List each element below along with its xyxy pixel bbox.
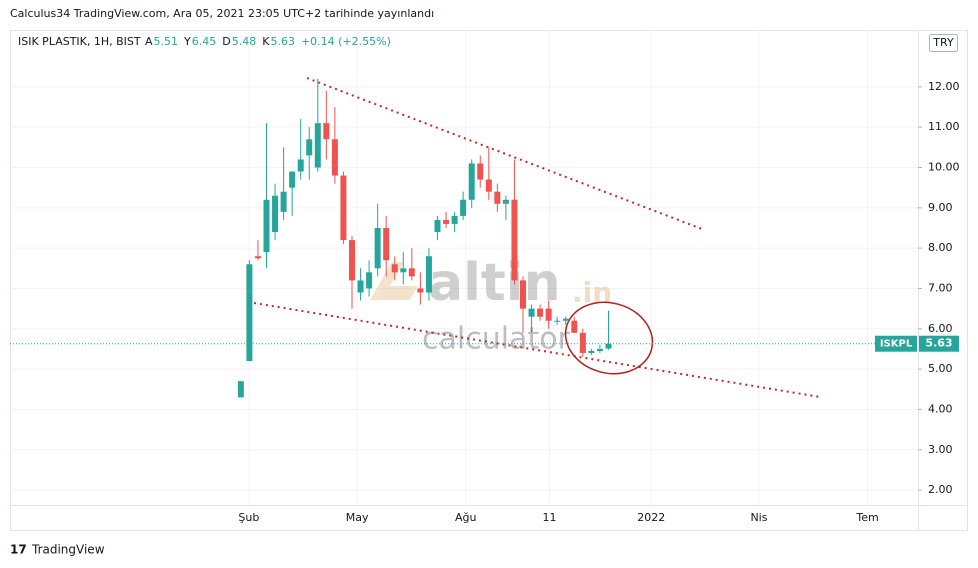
symbol: ISIK PLASTIK, 1H, BIST bbox=[18, 35, 141, 48]
ohlc-label: Y bbox=[183, 35, 191, 48]
candle-body bbox=[340, 175, 347, 241]
candle-body bbox=[280, 191, 287, 212]
candle-body bbox=[528, 308, 535, 317]
x-tick-label: Ağu bbox=[455, 511, 476, 524]
grid bbox=[10, 30, 918, 505]
x-tick-label: Şub bbox=[238, 511, 259, 524]
candle-body bbox=[297, 159, 304, 172]
y-tick-label: 10.00 bbox=[928, 161, 960, 174]
y-tick-label: 2.00 bbox=[928, 483, 953, 496]
candle-body bbox=[468, 163, 475, 200]
highlight-circle bbox=[564, 301, 654, 375]
candle-body bbox=[434, 219, 441, 233]
candle-body bbox=[562, 318, 569, 321]
change: +0.14 (+2.55%) bbox=[301, 35, 391, 48]
candle-body bbox=[519, 280, 526, 309]
ticker-label: ISKPL bbox=[880, 339, 913, 350]
trend-line bbox=[306, 77, 703, 230]
candle-body bbox=[579, 332, 586, 353]
candle-body bbox=[400, 268, 407, 273]
currency: TRY bbox=[932, 36, 954, 49]
candle-body bbox=[289, 171, 296, 188]
plot bbox=[237, 78, 612, 398]
candle-body bbox=[451, 215, 458, 224]
candle-body bbox=[348, 240, 355, 281]
candle-body bbox=[571, 320, 578, 333]
x-tick-label: May bbox=[346, 511, 369, 524]
candle-body bbox=[537, 308, 544, 317]
candle-body bbox=[417, 288, 424, 293]
y-tick-label: 11.00 bbox=[928, 120, 960, 133]
candle-body bbox=[331, 139, 338, 176]
candle-body bbox=[374, 227, 381, 269]
ohlc-header: A 5.51 Y 6.45 D 5.48 K 5.63 +0.14 (+2.55%) bbox=[145, 35, 391, 48]
ohlc-value: 6.45 bbox=[192, 35, 217, 48]
y-tick-label: 9.00 bbox=[928, 201, 953, 214]
candle-body bbox=[408, 268, 415, 277]
x-tick-label: 2022 bbox=[637, 511, 665, 524]
y-tick-label: 6.00 bbox=[928, 322, 953, 335]
ohlc-value: 5.51 bbox=[154, 35, 179, 48]
watermark-logo bbox=[370, 262, 418, 300]
candle-body bbox=[357, 280, 364, 293]
ohlc-label: A bbox=[145, 35, 153, 48]
footer: TradingView bbox=[31, 543, 105, 557]
candle-body bbox=[272, 195, 279, 233]
candle-body bbox=[246, 264, 253, 362]
candle-body bbox=[323, 123, 330, 140]
published-note: Calculus34 TradingView.com, Ara 05, 2021… bbox=[10, 7, 434, 20]
drawings bbox=[253, 77, 821, 398]
candle-body bbox=[477, 163, 484, 180]
ohlc-value: 5.63 bbox=[270, 35, 295, 48]
ohlc-value: 5.48 bbox=[232, 35, 257, 48]
watermark-text: altin bbox=[428, 253, 561, 313]
y-tick-label: 3.00 bbox=[928, 443, 953, 456]
last-price-tag bbox=[919, 335, 959, 352]
candle-body bbox=[605, 343, 612, 349]
y-tick-label: 7.00 bbox=[928, 281, 953, 294]
ohlc-label: K bbox=[262, 35, 270, 48]
last-price-label: 5.63 bbox=[925, 337, 952, 350]
candle-body bbox=[460, 199, 467, 216]
candle-body bbox=[254, 256, 261, 259]
ticker-tag bbox=[875, 335, 917, 352]
x-tick-label: Tem bbox=[855, 511, 878, 524]
frame bbox=[10, 30, 968, 531]
x-tick-label: 11 bbox=[542, 511, 556, 524]
x-tick-label: Nis bbox=[750, 511, 767, 524]
candle-body bbox=[494, 191, 501, 204]
candle-body bbox=[502, 199, 509, 204]
y-tick-label: 8.00 bbox=[928, 241, 953, 254]
ohlc-label: D bbox=[222, 35, 230, 48]
y-tick-label: 4.00 bbox=[928, 402, 953, 415]
y-tick-label: 12.00 bbox=[928, 80, 960, 93]
currency-box bbox=[929, 34, 958, 52]
candle-body bbox=[596, 348, 603, 351]
y-tick-label: 5.00 bbox=[928, 362, 953, 375]
candle-body bbox=[554, 320, 561, 322]
candle-body bbox=[391, 264, 398, 273]
candle-body bbox=[383, 227, 390, 261]
candle-body bbox=[443, 219, 450, 224]
candle-body bbox=[366, 272, 373, 289]
candle-body bbox=[425, 256, 432, 293]
candle-body bbox=[314, 123, 321, 168]
candle-body bbox=[306, 139, 313, 156]
candle-body bbox=[588, 350, 595, 353]
candle-body bbox=[263, 199, 270, 253]
candle-body bbox=[511, 199, 518, 281]
footer-logo: 17 bbox=[10, 543, 27, 557]
candle-body bbox=[485, 179, 492, 192]
candle-body bbox=[545, 308, 552, 321]
watermark: altin .in calculator bbox=[370, 253, 612, 357]
candle-body bbox=[237, 381, 244, 398]
